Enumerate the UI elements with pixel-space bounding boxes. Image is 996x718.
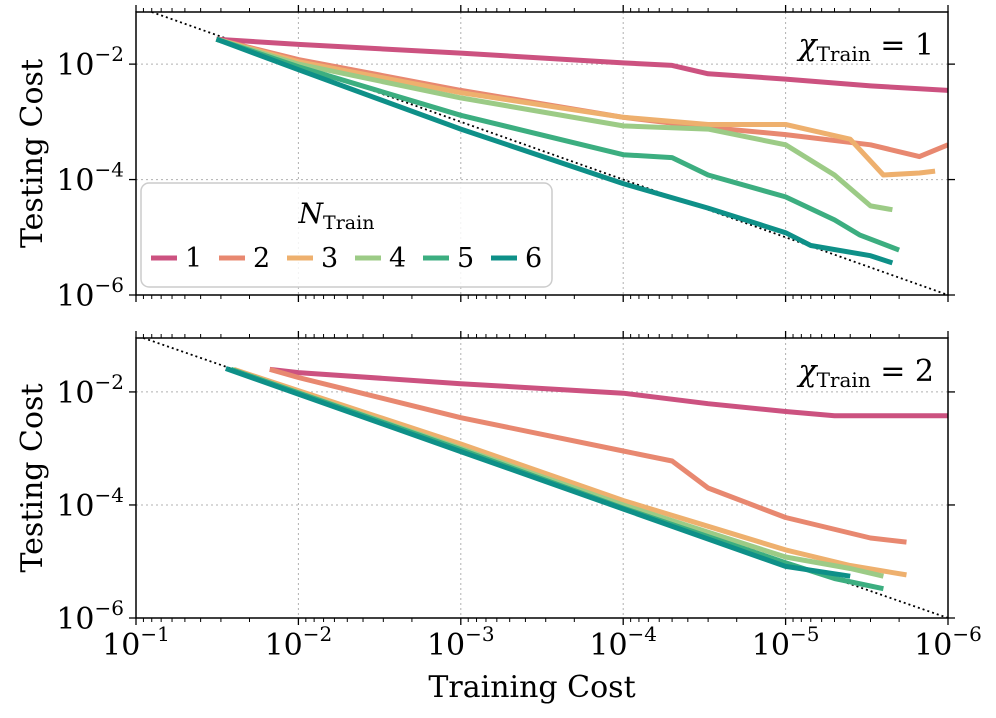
legend-box	[140, 182, 553, 288]
x-tick-label: 10−5	[752, 622, 820, 663]
y-tick-exponent: −6	[95, 596, 124, 620]
x-tick-exponent: −1	[140, 622, 169, 646]
y-tick-exponent: −2	[95, 370, 124, 394]
series-line-1	[269, 366, 948, 419]
series-line-6	[224, 366, 851, 579]
series-line-3	[233, 367, 907, 578]
annotation-chi: χ	[796, 28, 818, 63]
legend-entry-label: 3	[321, 243, 338, 274]
series-line-4	[215, 36, 893, 213]
x-axis-title: Training Cost	[428, 670, 635, 705]
y-tick-exponent: −6	[95, 273, 124, 297]
legend-entry-label: 5	[457, 243, 474, 274]
legend-entry-label: 1	[185, 243, 202, 274]
y-tick-label: 10−6	[56, 273, 124, 314]
legend-title-n: N	[298, 197, 325, 230]
x-tick-base: 10	[914, 628, 952, 663]
x-tick-label: 10−3	[427, 622, 495, 663]
x-tick-base: 10	[589, 628, 627, 663]
y-tick-base: 10	[56, 489, 94, 524]
annotation-value: = 2	[871, 354, 934, 389]
x-tick-base: 10	[102, 628, 140, 663]
x-tick-label: 10−1	[102, 622, 170, 663]
legend-entry-label: 6	[525, 243, 542, 274]
panel-bottom: 10−210−410−610−1 10−2 10−3 10−4 10−5 10−6Test…	[15, 331, 982, 705]
y-tick-label: 10−6	[56, 596, 124, 637]
y-tick-exponent: −2	[95, 42, 124, 66]
y-tick-base: 10	[56, 602, 94, 637]
y-tick-base: 10	[56, 48, 94, 83]
plot-area	[151, 12, 948, 295]
legend-title: NTrain	[298, 197, 375, 234]
x-tick-label: 10−6	[914, 622, 982, 663]
series-line-1	[216, 36, 948, 93]
x-tick-label: 10−2	[265, 622, 333, 663]
x-tick-exponent: −2	[303, 622, 332, 646]
x-tick-base: 10	[752, 628, 790, 663]
y-tick-label: 10−4	[56, 483, 124, 524]
legend-entry-label: 2	[253, 243, 270, 274]
series-line-5	[215, 36, 900, 253]
y-tick-exponent: −4	[95, 158, 124, 182]
x-tick-exponent: −3	[465, 622, 494, 646]
y-tick-label: 10−2	[56, 370, 124, 411]
axes-frame	[135, 337, 949, 619]
y-tick-base: 10	[56, 164, 94, 199]
y-tick-label: 10−2	[56, 42, 124, 83]
series-line-2	[269, 366, 907, 545]
chi-train-annotation: χTrain = 2	[796, 354, 934, 392]
annotation-value: = 1	[871, 28, 934, 63]
x-tick-exponent: −5	[790, 622, 819, 646]
annotation-subscript: Train	[817, 42, 871, 66]
y-tick-base: 10	[56, 376, 94, 411]
x-tick-base: 10	[265, 628, 303, 663]
series-line-6	[215, 36, 894, 266]
x-tick-exponent: −4	[628, 622, 657, 646]
y-axis-title: Testing Cost	[15, 59, 50, 248]
legend-title-subscript: Train	[323, 212, 374, 234]
series-line-3	[215, 36, 936, 178]
series-line-4	[230, 367, 884, 579]
x-tick-exponent: −6	[952, 622, 981, 646]
x-tick-base: 10	[427, 628, 465, 663]
plot-area	[143, 338, 948, 618]
y-tick-base: 10	[56, 279, 94, 314]
annotation-subscript: Train	[817, 368, 871, 392]
y-tick-label: 10−4	[56, 158, 124, 199]
chi-train-annotation: χTrain = 1	[796, 28, 934, 66]
y-tick-exponent: −4	[95, 483, 124, 507]
legend-entry-label: 4	[389, 243, 406, 274]
x-tick-label: 10−4	[589, 622, 657, 663]
y-axis-title: Testing Cost	[15, 383, 50, 572]
axes-frame	[135, 11, 949, 296]
annotation-chi: χ	[796, 354, 818, 389]
